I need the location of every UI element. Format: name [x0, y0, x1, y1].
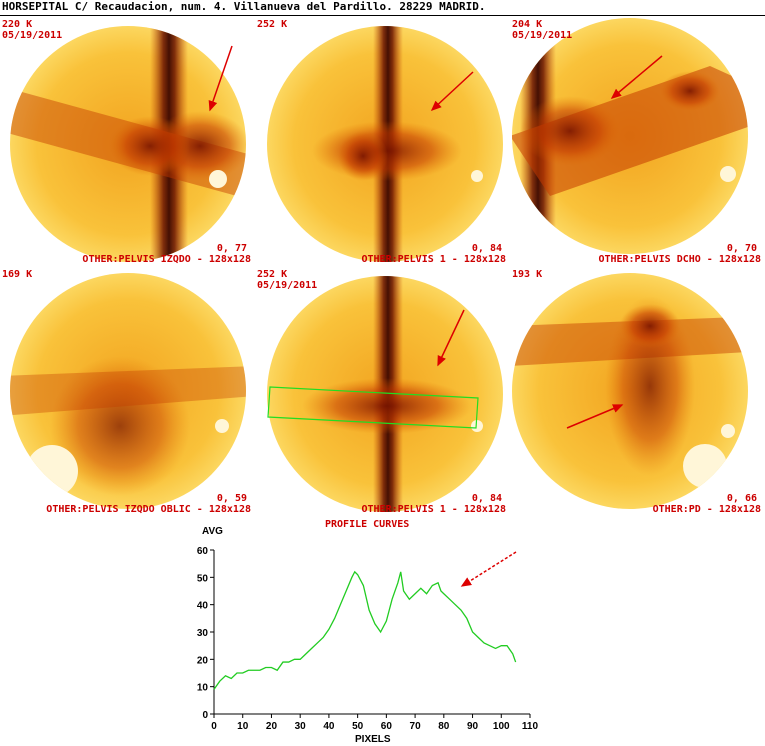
y-tick-label: 50	[197, 573, 209, 584]
view-label: OTHER:PELVIS DCHO - 128x128	[598, 254, 761, 265]
x-tick-label: 40	[323, 721, 335, 732]
date-label: 05/19/2011	[512, 30, 573, 41]
value-label: 0, 59	[216, 493, 247, 504]
date-label: 05/19/2011	[257, 280, 318, 291]
scan-panel-pelvis-izqdo: 220 K 05/19/2011 0, 77 OTHER:PELVIS IZQD…	[0, 16, 255, 266]
value-label: 0, 66	[726, 493, 757, 504]
y-tick-label: 10	[197, 683, 209, 694]
annotation-arrow	[460, 551, 517, 587]
count-label: 220 K	[2, 19, 33, 30]
scintigraphy-image	[512, 273, 748, 509]
y-tick-label: 30	[197, 628, 209, 639]
scan-panel-pelvis-1-roi: 252 K 05/19/2011 0, 84 OTHER:PELVIS 1 - …	[255, 266, 510, 516]
scintigraphy-image	[10, 26, 246, 262]
view-label: OTHER:PELVIS 1 - 128x128	[361, 504, 507, 515]
x-tick-label: 20	[266, 721, 278, 732]
count-label: 252 K	[257, 269, 288, 280]
scintigraphy-image	[10, 273, 246, 509]
y-tick-label: 20	[197, 655, 209, 666]
scintigraphy-image	[267, 26, 503, 262]
count-label: 252 K	[257, 19, 288, 30]
scintigraphy-image	[267, 276, 503, 512]
x-tick-label: 30	[295, 721, 307, 732]
view-label: OTHER:PD - 128x128	[652, 504, 761, 515]
value-label: 0, 84	[471, 493, 502, 504]
value-label: 0, 84	[471, 243, 502, 254]
x-tick-label: 10	[237, 721, 249, 732]
y-tick-label: 60	[197, 546, 209, 557]
y-axis-label: AVG	[202, 526, 223, 537]
x-tick-label: 60	[381, 721, 393, 732]
header-divider	[0, 15, 765, 16]
scan-panel-pelvis-1: 252 K 0, 84 OTHER:PELVIS 1 - 128x128	[255, 16, 510, 266]
y-tick-label: 40	[197, 601, 209, 612]
scan-panel-pd: 193 K 0, 66 OTHER:PD - 128x128	[510, 266, 765, 516]
profile-curve-line	[213, 570, 517, 690]
x-tick-label: 70	[410, 721, 422, 732]
hospital-header: HORSEPITAL C/ Recaudacion, num. 4. Villa…	[2, 0, 486, 13]
x-tick-label: 100	[493, 721, 510, 732]
scintigraphy-image	[512, 18, 748, 254]
profile-curve-chart: AVG PIXELS 0 10 20 30 40 50 60 70 80 90 100 110 0 10 2…	[197, 526, 539, 745]
x-tick-label: 90	[467, 721, 479, 732]
scan-panel-pelvis-izqdo-oblic: 169 K 0, 59 OTHER:PELVIS IZQDO OBLIC - 1…	[0, 266, 255, 516]
roi-rectangle	[267, 386, 479, 429]
value-label: 0, 70	[726, 243, 757, 254]
x-tick-label: 110	[522, 721, 539, 732]
count-label: 193 K	[512, 269, 543, 280]
y-tick-label: 0	[202, 710, 208, 721]
profile-caption: PROFILE CURVES	[325, 519, 410, 530]
value-label: 0, 77	[216, 243, 247, 254]
view-label: OTHER:PELVIS 1 - 128x128	[361, 254, 507, 265]
view-label: OTHER:PELVIS IZQDO OBLIC - 128x128	[46, 504, 251, 515]
x-tick-label: 50	[352, 721, 364, 732]
x-tick-label: 80	[438, 721, 450, 732]
x-tick-label: 0	[211, 721, 217, 732]
x-axis-label: PIXELS	[355, 734, 391, 745]
date-label: 05/19/2011	[2, 30, 63, 41]
count-label: 204 K	[512, 19, 543, 30]
view-label: OTHER:PELVIS IZQDO - 128x128	[82, 254, 251, 265]
scan-panel-pelvis-dcho: 204 K 05/19/2011 0, 70 OTHER:PELVIS DCHO…	[510, 16, 765, 266]
count-label: 169 K	[2, 269, 33, 280]
